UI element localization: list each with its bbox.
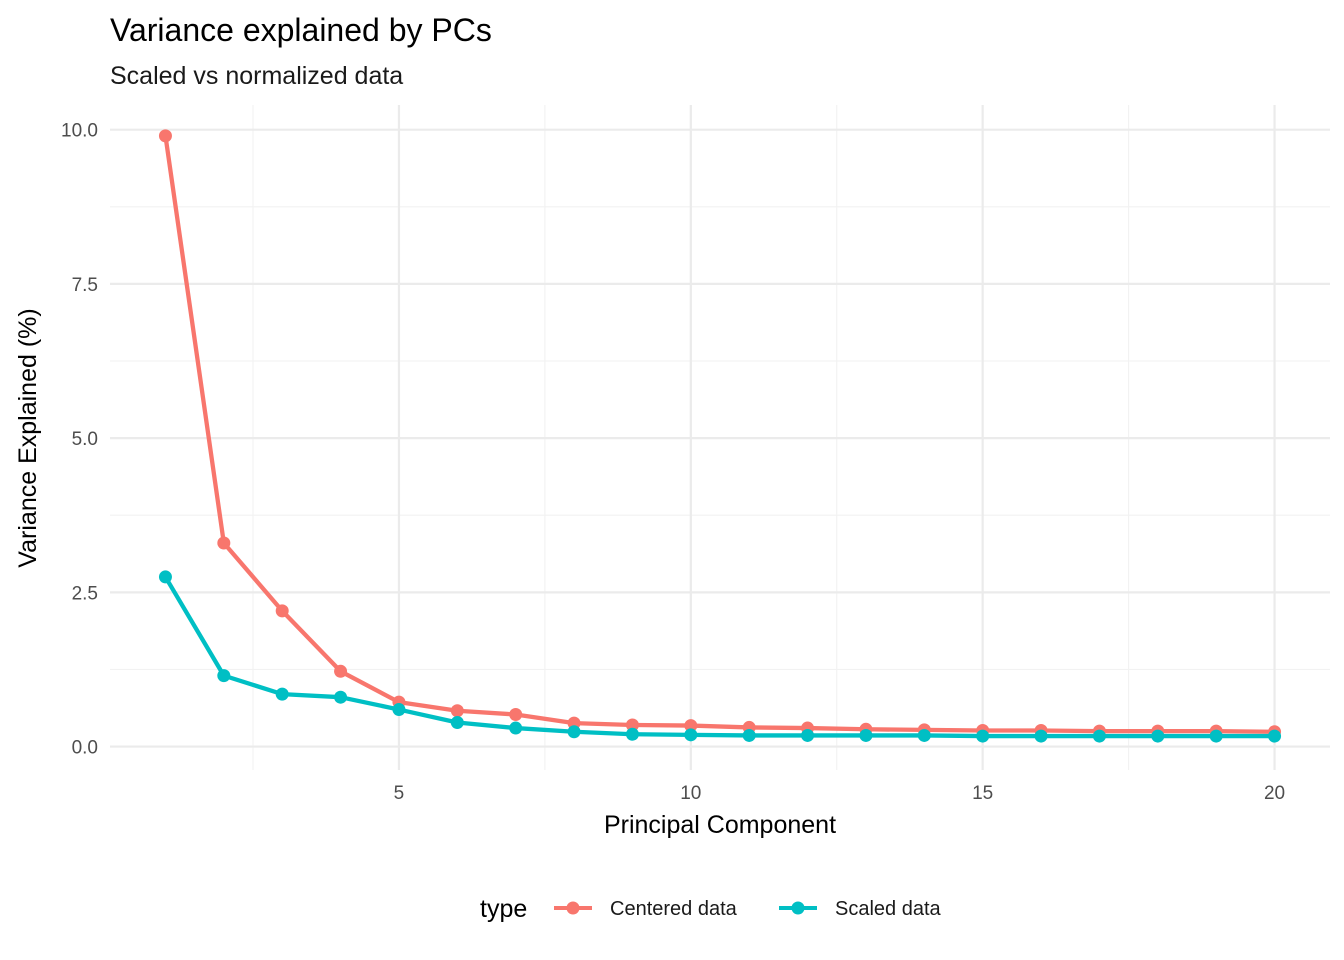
data-point <box>275 687 289 701</box>
data-point <box>450 704 464 718</box>
data-point <box>217 536 231 550</box>
data-point <box>1209 729 1223 743</box>
legend-item-centered: Centered data <box>554 898 738 920</box>
data-point <box>158 570 172 584</box>
data-point <box>217 669 231 683</box>
data-point <box>509 707 523 721</box>
series-line <box>163 135 1275 734</box>
data-point <box>392 703 406 717</box>
y-tick-label: 0.0 <box>72 738 98 759</box>
x-axis-ticks: 5 10 15 20 <box>394 783 1285 804</box>
data-point <box>334 690 348 704</box>
legend-label: Centered data <box>610 898 738 920</box>
legend-item-scaled: Scaled data <box>779 898 942 920</box>
data-point <box>509 721 523 735</box>
data-point <box>275 604 289 618</box>
x-tick-label: 5 <box>394 783 405 804</box>
series-scaled-data <box>158 570 1282 743</box>
series-centered-data <box>158 129 1282 739</box>
legend-label: Scaled data <box>835 898 942 920</box>
data-point <box>1092 729 1106 743</box>
x-tick-label: 15 <box>972 783 993 804</box>
x-tick-label: 10 <box>680 783 701 804</box>
x-tick-label: 20 <box>1264 783 1285 804</box>
data-point <box>1268 729 1282 743</box>
data-point <box>158 129 172 143</box>
series-line <box>163 575 1275 739</box>
legend-key-point <box>566 901 580 915</box>
x-axis-title: Principal Component <box>604 811 836 839</box>
y-tick-label: 10.0 <box>61 121 98 142</box>
y-tick-label: 2.5 <box>72 583 98 604</box>
data-point <box>684 719 698 733</box>
chart-title: Variance explained by PCs <box>110 12 492 48</box>
legend-key-point <box>791 901 805 915</box>
data-point <box>1034 729 1048 743</box>
data-point <box>1151 729 1165 743</box>
y-axis-ticks: 0.0 2.5 5.0 7.5 10.0 <box>61 121 98 759</box>
data-point <box>334 664 348 678</box>
series-layer <box>158 129 1282 743</box>
data-point <box>625 727 639 741</box>
data-point <box>801 728 815 742</box>
data-point <box>917 728 931 742</box>
data-point <box>976 729 990 743</box>
data-point <box>742 728 756 742</box>
grid <box>110 105 1330 770</box>
legend: type Centered data Scaled data <box>480 895 942 923</box>
legend-title: type <box>480 895 527 923</box>
data-point <box>567 725 581 739</box>
y-tick-label: 7.5 <box>72 275 98 296</box>
chart-subtitle: Scaled vs normalized data <box>110 62 403 90</box>
data-point <box>450 716 464 729</box>
data-point <box>684 728 698 742</box>
y-axis-title: Variance Explained (%) <box>14 308 42 567</box>
data-point <box>625 718 639 732</box>
data-point <box>859 728 873 742</box>
y-tick-label: 5.0 <box>72 429 98 450</box>
